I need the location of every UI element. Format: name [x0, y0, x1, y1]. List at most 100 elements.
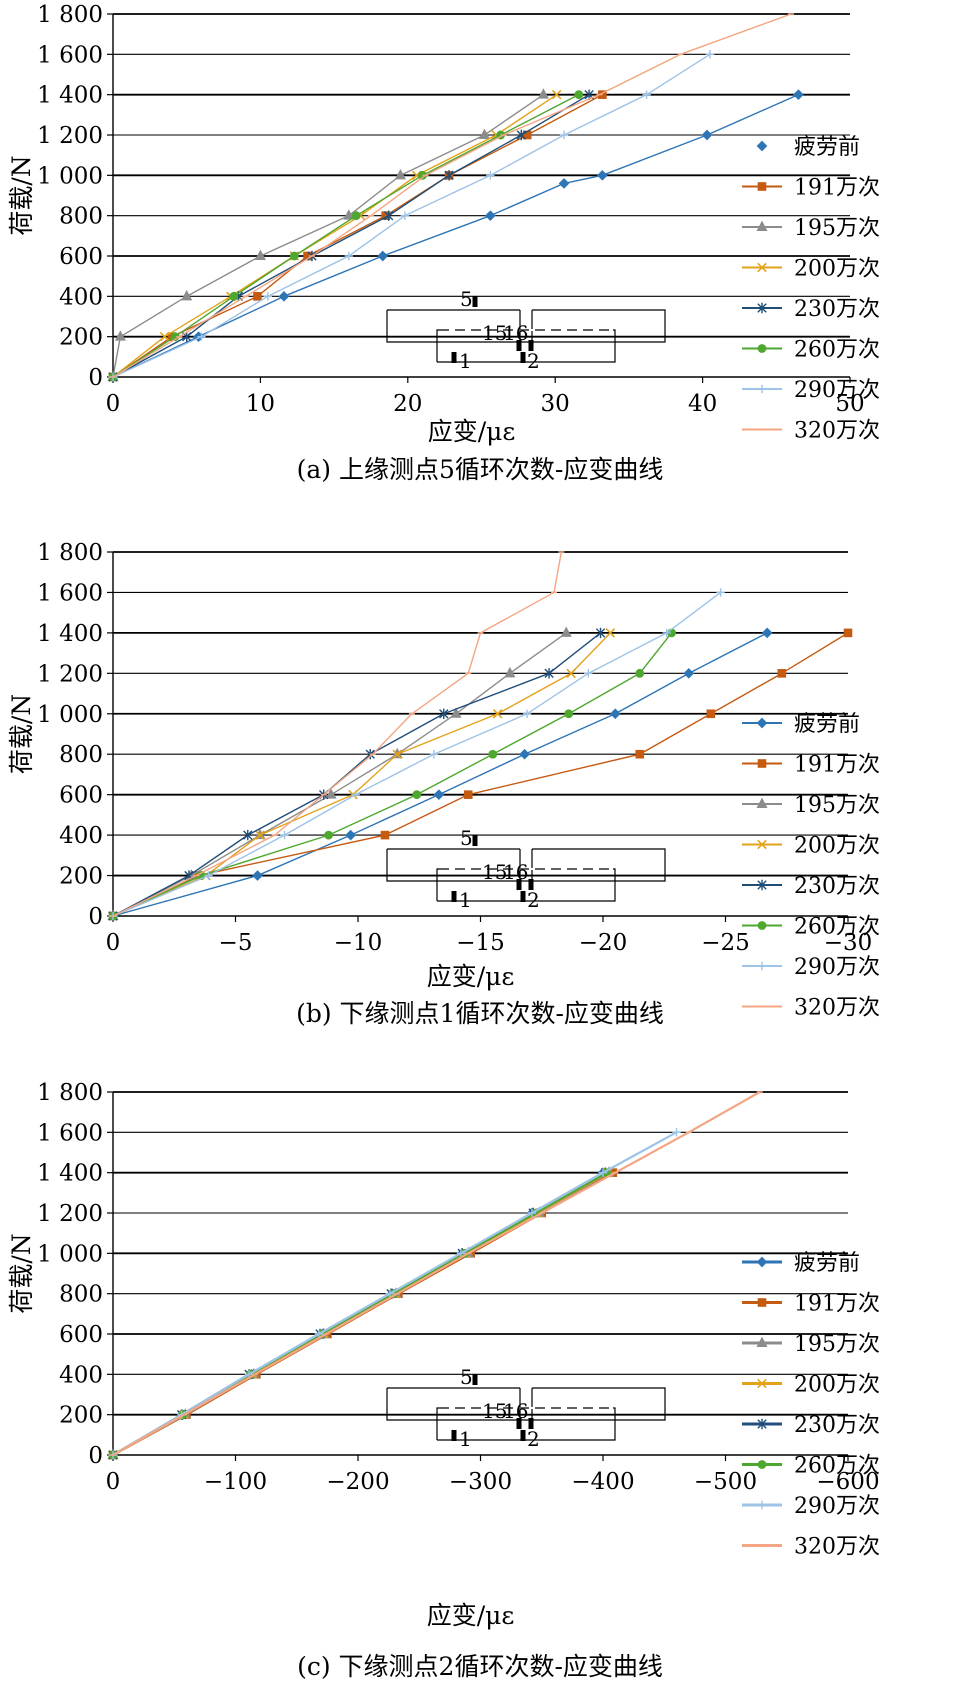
strain-gauge-1: [451, 352, 457, 363]
legend-marker: [756, 220, 768, 231]
x-tick-label: 0: [106, 1469, 121, 1495]
x-tick-label: −10: [334, 930, 383, 956]
y-tick-label: 1 600: [37, 580, 103, 606]
x-tick-label: −20: [579, 930, 628, 956]
chart-panel-3: 0 200 400 600 800 1 000 1 200 1 400 1 600 1 800 0 −…: [7, 1080, 880, 1681]
chart-caption: (b) 下缘测点1循环次数-应变曲线: [296, 999, 664, 1028]
legend-marker: [757, 759, 767, 768]
legend-label: 195万次: [794, 1332, 880, 1357]
data-point: [343, 209, 355, 220]
strain-gauge-2: [520, 1430, 526, 1441]
x-tick-label: −5: [219, 930, 253, 956]
strain-gauge-5: [472, 296, 478, 307]
data-point: [537, 88, 549, 99]
data-point: [394, 168, 406, 180]
series-1: [107, 89, 804, 383]
series-line: [112, 1091, 761, 1456]
data-point: [683, 668, 695, 679]
x-tick-label: −600: [816, 1469, 879, 1495]
legend-marker: [756, 140, 768, 152]
series-8: [110, 1091, 763, 1456]
legend-label: 230万次: [794, 874, 880, 899]
legend-label: 260万次: [794, 915, 880, 940]
legend-marker: [757, 302, 767, 314]
x-tick-label: 10: [246, 391, 275, 417]
y-tick-label: 1 600: [37, 1120, 103, 1146]
data-point: [351, 211, 361, 221]
data-point: [486, 171, 495, 180]
data-point: [705, 50, 715, 59]
legend-label: 191万次: [794, 176, 880, 201]
y-tick-label: 1 600: [37, 42, 103, 68]
data-point: [544, 668, 554, 679]
legend-label: 290万次: [794, 955, 880, 980]
legend-label: 疲劳前: [794, 1251, 860, 1276]
y-tick-label: 1 200: [37, 661, 103, 687]
legend-label: 260万次: [794, 1454, 880, 1479]
inset-label-5: 5: [460, 287, 473, 311]
inset-lower-flange: [436, 868, 616, 902]
chart-panel-1: 0 200 400 600 800 1 000 1 200 1 400 1 600 1 800 0 1…: [7, 2, 880, 484]
data-point: [761, 627, 773, 639]
y-tick-label: 1 400: [37, 621, 103, 647]
x-axis-title: 应变/με: [427, 962, 515, 991]
legend-label: 230万次: [794, 297, 880, 322]
y-tick-label: 600: [59, 783, 103, 809]
legend-label: 320万次: [794, 1535, 880, 1560]
legend-label: 200万次: [794, 834, 880, 859]
inset-label-15: 15: [482, 321, 507, 345]
data-point: [597, 170, 608, 181]
data-point: [527, 1208, 537, 1218]
legend-marker: [757, 344, 767, 353]
inset-outline: [386, 309, 666, 343]
legend-marker: [757, 1298, 767, 1307]
data-point: [400, 211, 410, 220]
data-point: [345, 829, 356, 841]
data-point: [566, 668, 576, 679]
x-tick-label: −300: [449, 1469, 512, 1495]
data-point: [444, 170, 454, 181]
chart-caption: (a) 上缘测点5循环次数-应变曲线: [297, 455, 664, 484]
series-line: [112, 94, 544, 378]
x-tick-label: −30: [824, 930, 873, 956]
y-axis-title: 荷载/N: [7, 155, 36, 235]
legend: 疲劳前 191万次 195万次 200万次 230万次 260万次 290万次 320万次: [742, 135, 880, 444]
legend-label: 230万次: [794, 1413, 880, 1438]
legend-label: 疲劳前: [794, 712, 860, 737]
legend-marker: [757, 1460, 767, 1469]
data-point: [433, 789, 445, 800]
y-tick-label: 0: [88, 365, 103, 391]
x-tick-label: 0: [106, 930, 121, 956]
legend-marker: [757, 921, 767, 930]
data-point: [463, 790, 473, 799]
data-point: [439, 708, 449, 719]
series-line: [112, 13, 792, 378]
series-5: [108, 627, 606, 922]
x-tick-label: 20: [393, 391, 422, 417]
legend-marker: [757, 262, 767, 273]
strain-gauge-16: [528, 879, 534, 890]
data-point: [254, 249, 266, 261]
series-line: [112, 94, 799, 378]
legend-marker: [756, 717, 768, 729]
data-point: [263, 292, 272, 301]
data-point: [519, 748, 530, 760]
series-7: [108, 588, 725, 921]
data-point: [114, 330, 126, 341]
inset-outline: [386, 1387, 666, 1421]
y-axis-title: 荷载/N: [7, 1233, 36, 1313]
x-tick-label: −25: [701, 930, 750, 956]
data-point: [252, 870, 263, 881]
x-tick-label: 0: [106, 391, 121, 417]
series-line: [112, 94, 590, 378]
data-point: [584, 669, 593, 678]
y-tick-label: 0: [88, 1443, 103, 1469]
data-point: [325, 788, 337, 799]
data-point: [716, 588, 725, 597]
legend-label: 200万次: [794, 1373, 880, 1398]
legend-marker: [757, 1500, 767, 1510]
legend-marker: [757, 384, 767, 394]
inset-label-15: 15: [482, 1399, 507, 1423]
strain-gauge-2: [520, 891, 526, 902]
